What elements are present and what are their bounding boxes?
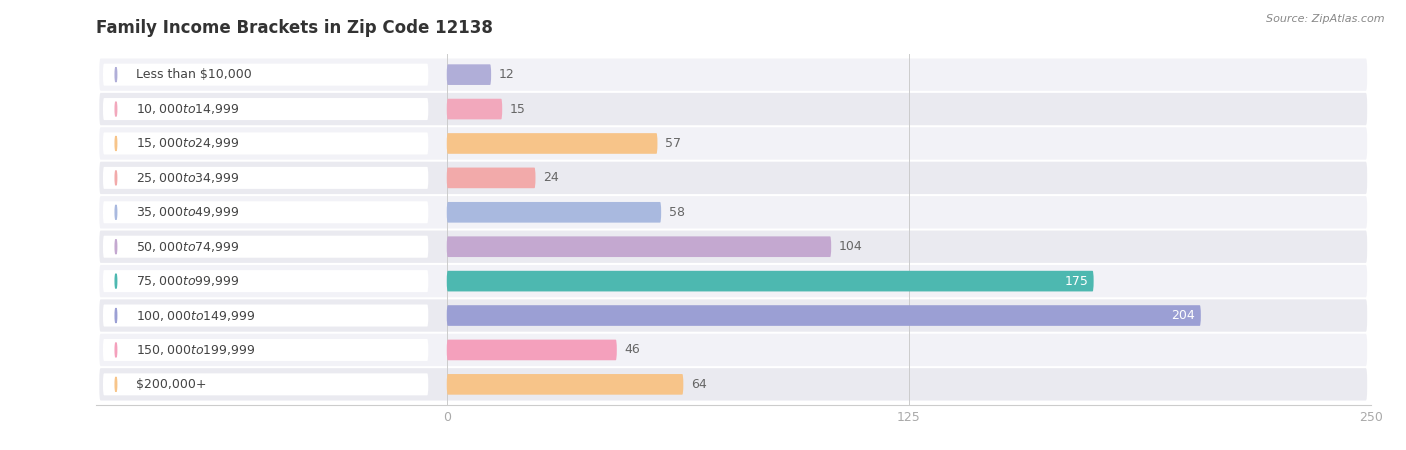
Text: Source: ZipAtlas.com: Source: ZipAtlas.com xyxy=(1267,14,1385,23)
FancyBboxPatch shape xyxy=(103,305,429,327)
FancyBboxPatch shape xyxy=(100,230,1367,263)
Text: $200,000+: $200,000+ xyxy=(136,378,207,391)
FancyBboxPatch shape xyxy=(447,133,658,154)
Text: 64: 64 xyxy=(690,378,706,391)
Circle shape xyxy=(115,205,117,220)
FancyBboxPatch shape xyxy=(103,201,429,223)
FancyBboxPatch shape xyxy=(103,167,429,189)
FancyBboxPatch shape xyxy=(100,93,1367,125)
FancyBboxPatch shape xyxy=(447,271,1094,292)
FancyBboxPatch shape xyxy=(100,334,1367,366)
FancyBboxPatch shape xyxy=(447,236,831,257)
Text: $150,000 to $199,999: $150,000 to $199,999 xyxy=(136,343,256,357)
Text: $35,000 to $49,999: $35,000 to $49,999 xyxy=(136,205,240,219)
Circle shape xyxy=(115,239,117,254)
Circle shape xyxy=(115,274,117,288)
FancyBboxPatch shape xyxy=(103,236,429,258)
FancyBboxPatch shape xyxy=(447,340,617,360)
FancyBboxPatch shape xyxy=(447,305,1201,326)
Text: 104: 104 xyxy=(838,240,862,253)
FancyBboxPatch shape xyxy=(103,98,429,120)
FancyBboxPatch shape xyxy=(447,64,491,85)
FancyBboxPatch shape xyxy=(100,196,1367,229)
FancyBboxPatch shape xyxy=(103,374,429,396)
FancyBboxPatch shape xyxy=(103,132,429,154)
Text: $15,000 to $24,999: $15,000 to $24,999 xyxy=(136,136,240,150)
Text: 175: 175 xyxy=(1064,274,1088,288)
Text: Less than $10,000: Less than $10,000 xyxy=(136,68,252,81)
FancyBboxPatch shape xyxy=(103,270,429,292)
FancyBboxPatch shape xyxy=(447,374,683,395)
Text: 46: 46 xyxy=(624,343,640,356)
Circle shape xyxy=(115,308,117,323)
Circle shape xyxy=(115,68,117,82)
FancyBboxPatch shape xyxy=(100,299,1367,332)
Text: 24: 24 xyxy=(543,171,558,184)
Text: $50,000 to $74,999: $50,000 to $74,999 xyxy=(136,240,240,254)
FancyBboxPatch shape xyxy=(447,99,502,119)
Circle shape xyxy=(115,136,117,151)
FancyBboxPatch shape xyxy=(447,202,661,223)
Text: $75,000 to $99,999: $75,000 to $99,999 xyxy=(136,274,240,288)
Circle shape xyxy=(115,343,117,357)
Text: Family Income Brackets in Zip Code 12138: Family Income Brackets in Zip Code 12138 xyxy=(96,19,492,37)
FancyBboxPatch shape xyxy=(103,339,429,361)
Text: 204: 204 xyxy=(1171,309,1195,322)
FancyBboxPatch shape xyxy=(447,167,536,188)
Text: 15: 15 xyxy=(509,103,526,116)
FancyBboxPatch shape xyxy=(100,58,1367,91)
Circle shape xyxy=(115,102,117,116)
FancyBboxPatch shape xyxy=(100,265,1367,297)
FancyBboxPatch shape xyxy=(100,368,1367,400)
Text: 12: 12 xyxy=(499,68,515,81)
Circle shape xyxy=(115,171,117,185)
Text: 57: 57 xyxy=(665,137,681,150)
FancyBboxPatch shape xyxy=(103,63,429,86)
Text: $25,000 to $34,999: $25,000 to $34,999 xyxy=(136,171,240,185)
FancyBboxPatch shape xyxy=(100,127,1367,160)
FancyBboxPatch shape xyxy=(100,162,1367,194)
Circle shape xyxy=(115,377,117,392)
Text: 58: 58 xyxy=(668,206,685,219)
Text: $100,000 to $149,999: $100,000 to $149,999 xyxy=(136,309,256,323)
Text: $10,000 to $14,999: $10,000 to $14,999 xyxy=(136,102,240,116)
